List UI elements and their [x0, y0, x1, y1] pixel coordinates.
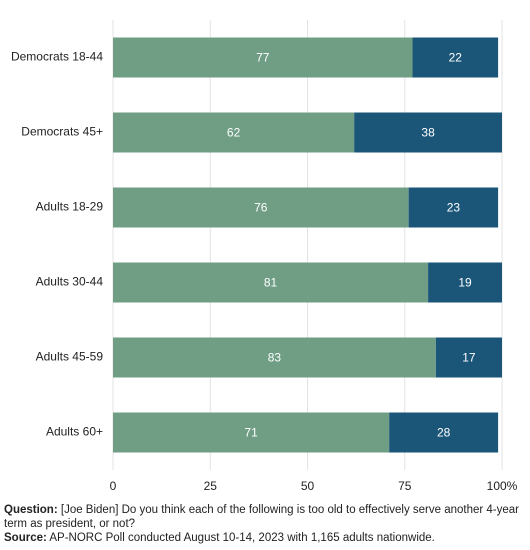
data-label: 38: [421, 126, 435, 140]
data-label: 83: [268, 351, 282, 365]
y-tick-label: Adults 30-44: [36, 275, 104, 289]
y-tick-label: Adults 18-29: [36, 200, 104, 214]
chart: 0 25 50 75 100% Democrats 18-44 77 22 Democrats …: [11, 20, 518, 493]
bar-segment: [408, 187, 499, 228]
data-label: 28: [437, 426, 451, 440]
data-label: 62: [227, 126, 241, 140]
bar-segment: [113, 262, 429, 303]
bar-segment: [428, 262, 502, 303]
bar-segment: [113, 112, 355, 153]
data-label: 71: [244, 426, 258, 440]
question-label: Question:: [4, 504, 58, 516]
footnote: Question: [Joe Biden] Do you think each …: [4, 503, 524, 545]
source-text: AP-NORC Poll conducted August 10-14, 202…: [49, 532, 435, 544]
data-label: 81: [264, 276, 278, 290]
y-tick-label: Adults 45-59: [36, 350, 104, 364]
data-label: 22: [449, 51, 463, 65]
x-tick-label: 25: [204, 479, 218, 493]
data-label: 17: [462, 351, 476, 365]
bar-segment: [113, 187, 409, 228]
bar-segment: [412, 37, 499, 78]
data-label: 76: [254, 201, 268, 215]
data-label: 77: [256, 51, 270, 65]
data-label: 23: [447, 201, 461, 215]
question-text: [Joe Biden] Do you think each of the fol…: [4, 504, 520, 530]
source-label: Source:: [4, 532, 47, 544]
x-tick-label: 0: [110, 479, 117, 493]
x-tick-label: 50: [301, 479, 315, 493]
x-tick-label: 75: [398, 479, 412, 493]
y-tick-label: Adults 60+: [46, 425, 103, 439]
bar-segment: [435, 337, 502, 378]
bar-segment: [113, 412, 390, 453]
question-note: Question: [Joe Biden] Do you think each …: [4, 503, 524, 531]
bar-segment: [113, 37, 413, 78]
y-tick-label: Democrats 45+: [21, 125, 103, 139]
y-tick-label: Democrats 18-44: [11, 50, 103, 64]
source-note: Source: AP-NORC Poll conducted August 10…: [4, 531, 524, 545]
bar-segment: [113, 337, 436, 378]
bar-segment: [354, 112, 502, 153]
bar-segment: [389, 412, 499, 453]
x-tick-label: 100%: [487, 479, 518, 493]
data-label: 19: [458, 276, 472, 290]
